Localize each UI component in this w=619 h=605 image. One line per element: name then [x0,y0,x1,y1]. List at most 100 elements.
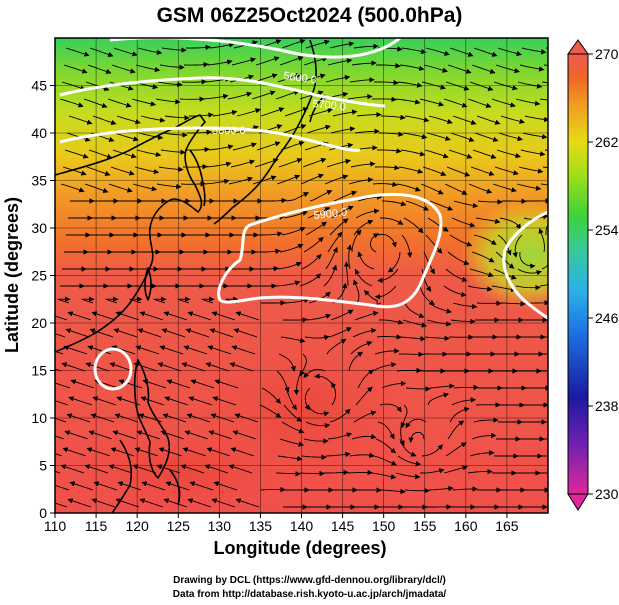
streamline [68,396,93,406]
streamline [350,340,373,355]
streamline [55,470,61,474]
streamline [87,345,112,355]
streamline [329,41,355,49]
streamline [354,128,380,135]
streamline [86,447,111,457]
streamline [55,400,69,406]
streamline [351,60,377,66]
streamline [64,430,89,440]
streamline [60,464,85,474]
streamline [262,197,287,204]
contour-label-5800: 5800.0 [212,125,246,137]
streamline [422,166,447,177]
streamline [108,464,133,474]
streamline [165,481,190,491]
streamline [299,353,308,377]
streamline [443,98,468,108]
streamline [496,149,521,159]
streamline [157,362,182,372]
streamline [180,181,206,187]
streamline [158,166,184,173]
credit-drawing: Drawing by DCL (https://www.gfd-dennou.o… [173,575,446,586]
streamline [140,115,166,123]
streamline [205,362,230,372]
streamline [395,472,421,480]
streamline [86,166,111,176]
streamline [212,396,237,406]
streamline [302,157,327,168]
streamline [293,370,302,396]
streamline [212,109,238,117]
streamline [305,221,328,236]
colorbar: 270 262 254 246 238 230 [567,39,619,511]
streamline [256,248,281,254]
streamline [399,64,425,71]
streamline [357,194,383,202]
streamline [401,234,413,258]
y-axis-title: Latitude (degrees) [2,197,22,353]
streamline [444,183,468,195]
contour-5600 [109,38,401,59]
streamline [401,47,427,55]
streamline [329,218,349,236]
streamline [423,64,448,73]
streamline [421,444,444,457]
streamline [207,59,233,66]
streamline [206,161,232,168]
streamline [515,98,541,107]
streamline [235,498,260,508]
colorbar-bottom-arrow [567,493,589,511]
streamline [515,284,541,291]
streamline [405,386,431,392]
streamline [301,73,326,83]
streamline [233,328,258,338]
streamline [325,74,351,83]
streamline [204,464,229,474]
streamline [426,132,451,141]
streamline [377,421,395,440]
streamline [55,368,62,372]
streamline [445,442,467,457]
x-tick-label: 155 [413,518,437,534]
streamline [136,430,161,440]
streamline [471,251,495,263]
streamline [109,81,134,91]
streamline [491,285,517,293]
streamline [181,362,206,372]
contour-5800 [59,126,361,152]
streamline [156,183,182,190]
streamline [211,311,236,321]
streamline [299,273,322,287]
streamline [260,107,285,117]
streamline [283,404,303,422]
streamline [346,244,352,270]
streamline [399,421,405,447]
streamline [542,166,548,169]
streamline [351,229,362,253]
streamline [182,447,207,457]
x-tick-label: 165 [495,518,519,534]
streamline [351,433,377,440]
streamline [112,430,137,440]
colorbar-label: 230 [595,486,619,502]
streamline [230,159,256,168]
streamline [491,98,516,108]
streamline [327,58,353,66]
streamline [275,280,301,287]
streamline [135,345,160,355]
streamline [228,176,254,185]
streamline [190,379,215,389]
streamline [279,438,305,447]
lat-lon-grid [55,38,548,513]
streamline [467,98,492,109]
streamline [452,486,478,492]
streamline [331,381,337,406]
streamline [261,387,282,404]
streamline [231,57,257,66]
streamline [372,181,398,187]
streamline [449,47,474,57]
streamline [451,217,476,228]
x-tick-label: 145 [331,518,355,534]
streamline [213,481,238,491]
